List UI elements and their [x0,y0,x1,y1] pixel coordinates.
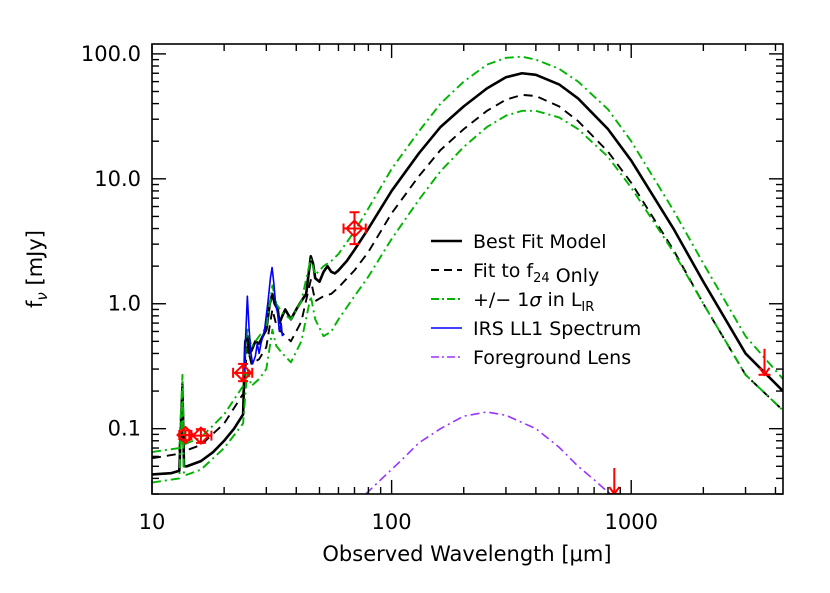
series-line-lens [365,411,613,494]
series-line-irs [243,266,284,373]
diamond-marker [191,426,211,446]
legend-label-part: IRS LL1 Spectrum [473,318,641,340]
legend-label-part: IR [581,300,594,315]
legend-label-irs: IRS LL1 Spectrum [473,318,641,340]
x-axis-title: Observed Wavelength [μm] [322,542,611,566]
legend-label-part: Foreground Lens [473,347,631,369]
series-line-best_fit [152,71,783,476]
legend-label-part: Best Fit Model [473,231,606,253]
legend-label-part: in L [541,289,581,311]
legend-label-part: Only [550,265,600,287]
axis-ticks: 10 100 1000 0.1 1.0 10.0 100.0 [81,42,783,534]
legend-label-part: +/− 1 [473,289,529,311]
series-layer [152,55,783,494]
x-tick-label: 100 [372,510,412,534]
data-point [188,426,213,446]
data-point [232,362,254,383]
legend-label-sigma_upper: +/− 1σ in LIR [473,289,594,315]
x-tick-label: 1000 [604,510,657,534]
legend-label-lens: Foreground Lens [473,347,631,369]
y-tick-label: 10.0 [94,167,141,191]
upper-limit-arrow [608,468,621,494]
diamond-marker [176,425,195,445]
data-point [342,211,367,246]
diamond-marker [233,363,253,383]
upper-limit-arrow [758,348,771,377]
legend-label-best_fit: Best Fit Model [473,231,606,253]
legend-label-part: σ [529,289,542,311]
upper-limit-head [608,486,621,494]
diamond-marker [345,219,364,238]
series-line-sigma_lower [152,109,783,484]
y-tick-label: 100.0 [81,42,141,66]
data-points-layer [176,211,771,494]
legend-label-fit_f24: Fit to f24 Only [473,260,599,287]
legend-label-part: 24 [533,271,550,286]
y-axis-title-nu: ν [33,292,51,300]
x-tick-label: 10 [139,510,166,534]
y-tick-label: 1.0 [108,292,141,316]
y-tick-label: 0.1 [108,417,141,441]
legend-label-part: Fit to f [473,260,534,282]
plot-frame [151,43,784,495]
series-line-sigma_upper [152,55,783,453]
y-axis-title-units: [mJy] [23,230,47,292]
y-axis-title: fν [mJy] [23,230,51,308]
y-axis-title-f: f [23,300,47,308]
